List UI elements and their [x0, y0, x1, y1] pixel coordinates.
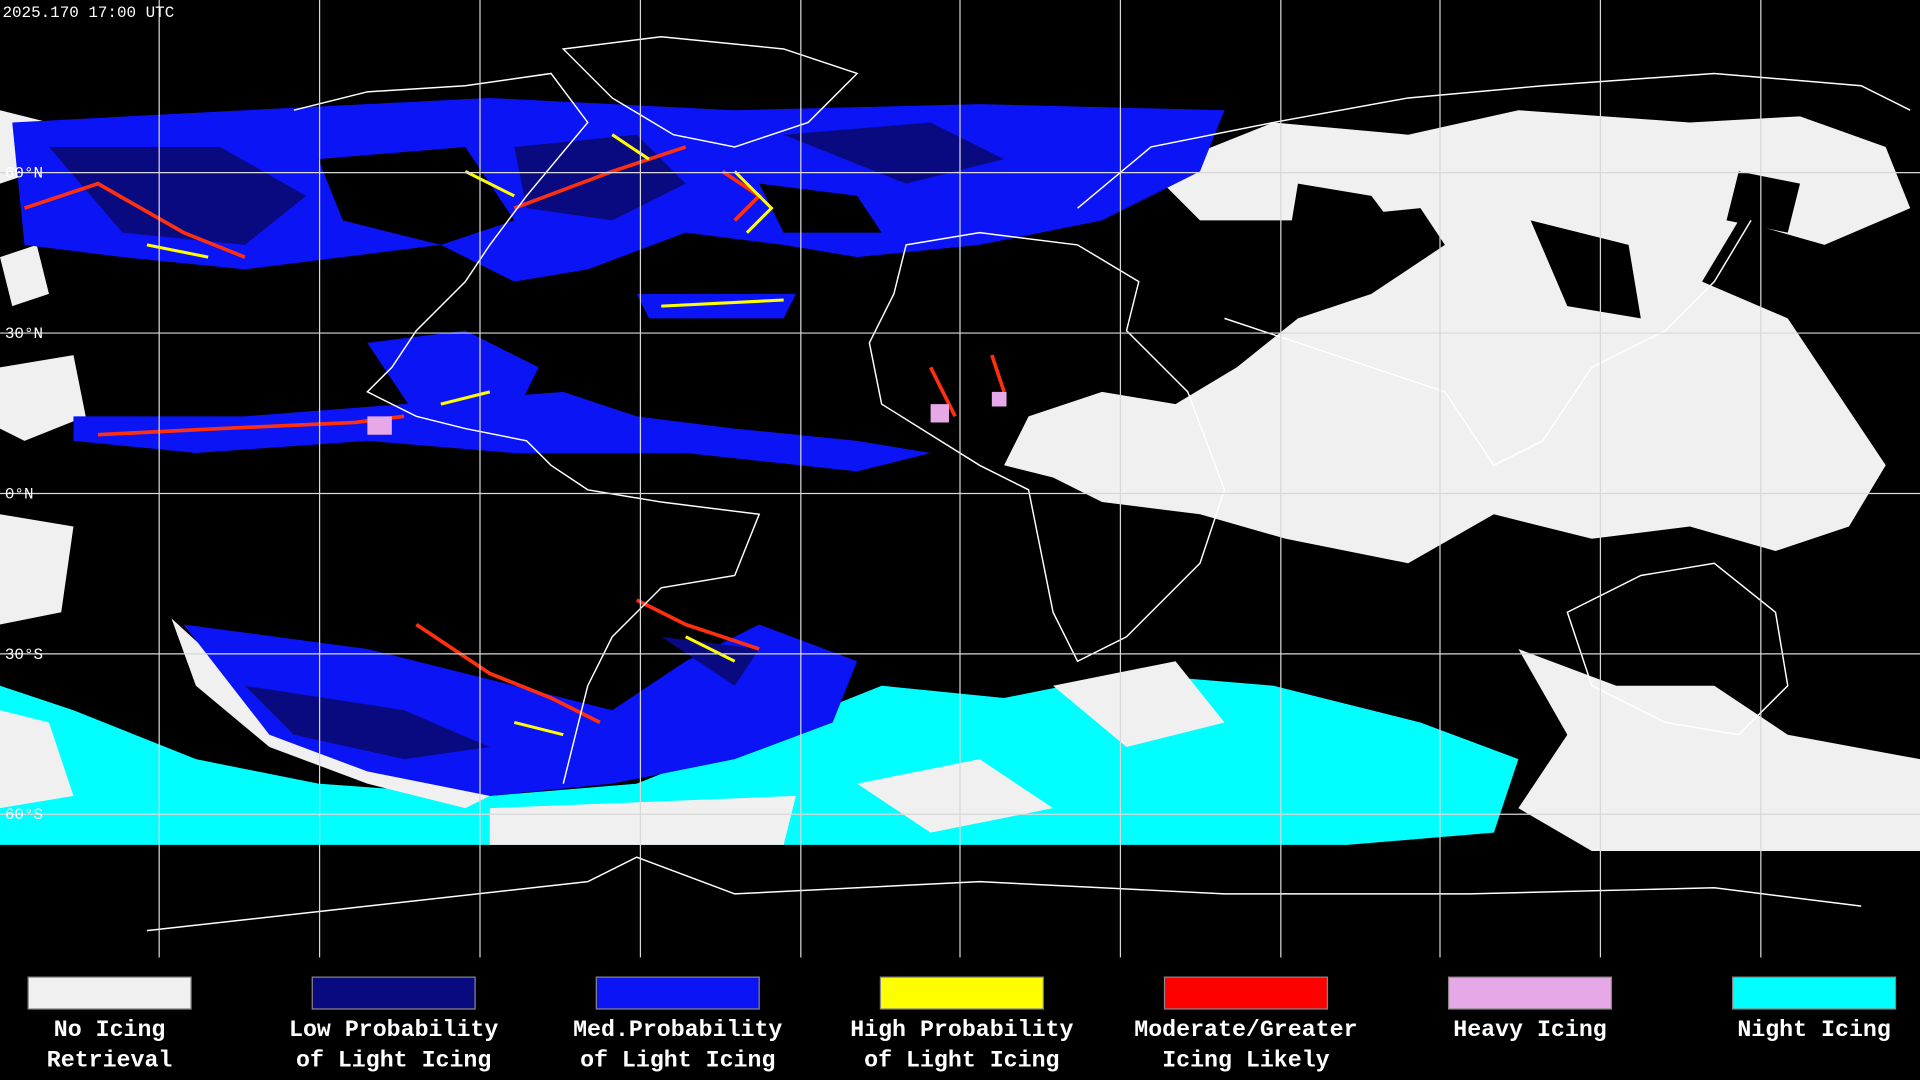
- legend-label: High Probability: [850, 1017, 1073, 1043]
- legend-label: of Light Icing: [864, 1048, 1059, 1074]
- latitude-label: 30°N: [5, 325, 43, 343]
- legend-label: Low Probability: [289, 1017, 498, 1043]
- legend-swatch: [1732, 976, 1897, 1010]
- americas-coast: [293, 72, 761, 784]
- clear-sky: [1285, 171, 1800, 319]
- low-probability-area: [244, 636, 760, 760]
- legend-swatch: [1163, 976, 1328, 1010]
- legend-swatch: [879, 976, 1044, 1010]
- med-probability-area: [183, 624, 858, 796]
- legend-label: Moderate/Greater: [1134, 1017, 1357, 1043]
- legend-label: of Light Icing: [580, 1048, 775, 1074]
- latitude-label: 30°S: [5, 646, 43, 664]
- no-icing-area: [1004, 110, 1911, 564]
- legend: No Icing Retrieval Low Probability of Light…: [27, 976, 1897, 1074]
- legend-swatch: [311, 976, 476, 1010]
- timestamp: 2025.170 17:00 UTC: [2, 4, 174, 22]
- legend-label: Med.Probability: [573, 1017, 782, 1043]
- coastlines: [146, 35, 1911, 932]
- legend-label: Heavy Icing: [1453, 1017, 1606, 1043]
- latitude-label: 60°S: [5, 806, 43, 824]
- legend-label: Icing Likely: [1162, 1048, 1329, 1074]
- legend-label: Retrieval: [47, 1048, 173, 1074]
- legend-label: Night Icing: [1737, 1017, 1890, 1043]
- low-probability-area: [48, 122, 1005, 245]
- no-icing-area: [0, 110, 86, 625]
- legend-swatch: [27, 976, 192, 1010]
- africa-coast: [868, 231, 1226, 663]
- australia-coast: [1566, 562, 1789, 736]
- legend-label: of Light Icing: [296, 1048, 491, 1074]
- eurasia-coast: [1077, 72, 1911, 467]
- high-probability-streak: [146, 133, 784, 737]
- graticule: [0, 0, 1920, 958]
- antarctica-coast: [146, 856, 1862, 932]
- legend-swatch: [595, 976, 760, 1010]
- greenland-coast: [561, 35, 859, 148]
- latitude-label: 60°N: [5, 165, 43, 183]
- legend-label: No Icing: [54, 1017, 166, 1043]
- latitude-label: 0°N: [5, 485, 34, 503]
- legend-swatch: [1447, 976, 1613, 1010]
- clear-sky: [318, 146, 882, 245]
